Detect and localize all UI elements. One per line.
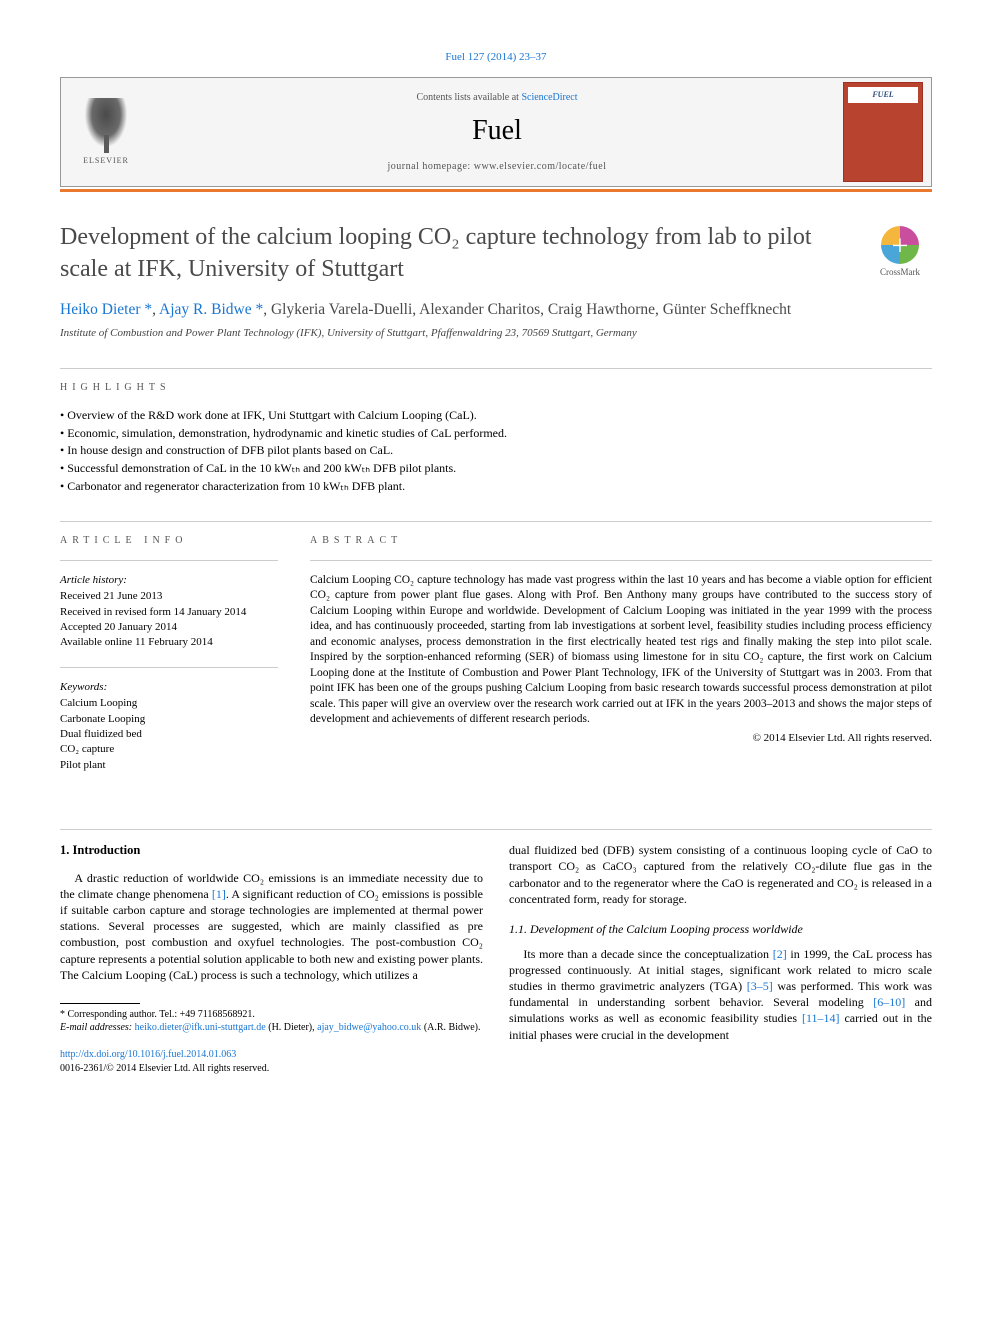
publisher-label: ELSEVIER — [83, 155, 129, 166]
article-history: Article history: Received 21 June 2013 R… — [60, 573, 278, 651]
corresponding-star-1: * — [140, 301, 152, 318]
history-line: Received in revised form 14 January 2014 — [60, 605, 278, 620]
history-line: Received 21 June 2013 — [60, 589, 278, 604]
sciencedirect-link[interactable]: ScienceDirect — [521, 92, 577, 103]
keyword: Dual fluidized bed — [60, 727, 278, 742]
keyword: Calcium Looping — [60, 696, 278, 711]
ref-link-11-14[interactable]: [11–14] — [802, 1011, 840, 1025]
doi-link[interactable]: http://dx.doi.org/10.1016/j.fuel.2014.01… — [60, 1049, 236, 1060]
ref-link-3-5[interactable]: [3–5] — [747, 979, 773, 993]
email-link-1[interactable]: heiko.dieter@ifk.uni-stuttgart.de — [135, 1022, 266, 1033]
author-link-1[interactable]: Heiko Dieter — [60, 301, 140, 318]
email-who-1: (H. Dieter), — [266, 1022, 317, 1033]
subsection-heading: 1.1. Development of the Calcium Looping … — [509, 921, 932, 938]
corresponding-footnote: * Corresponding author. Tel.: +49 711685… — [60, 1008, 483, 1021]
crossmark-label: CrossMark — [880, 266, 920, 279]
contents-prefix: Contents lists available at — [416, 92, 521, 103]
divider — [60, 560, 278, 561]
divider — [310, 560, 932, 561]
journal-name: Fuel — [151, 111, 843, 150]
author-rest: , Glykeria Varela-Duelli, Alexander Char… — [263, 301, 791, 318]
issn-copyright: 0016-2361/© 2014 Elsevier Ltd. All right… — [60, 1062, 483, 1076]
highlight-item: Successful demonstration of CaL in the 1… — [60, 460, 932, 477]
ref-link-1[interactable]: [1] — [212, 887, 226, 901]
journal-homepage: journal homepage: www.elsevier.com/locat… — [151, 160, 843, 174]
corresponding-star-2: * — [252, 301, 264, 318]
keyword: Pilot plant — [60, 758, 278, 773]
highlights-list: Overview of the R&D work done at IFK, Un… — [60, 407, 932, 495]
divider — [60, 368, 932, 369]
divider — [60, 829, 932, 830]
ref-link-6-10[interactable]: [6–10] — [873, 995, 905, 1009]
article-title: Development of the calcium looping CO₂ c… — [60, 222, 848, 284]
crossmark-badge[interactable]: CrossMark — [868, 226, 932, 279]
accent-bar — [60, 189, 932, 192]
citation[interactable]: Fuel 127 (2014) 23–37 — [60, 50, 932, 65]
publisher-logo[interactable]: ELSEVIER — [61, 78, 151, 186]
cover-label: FUEL — [844, 89, 922, 100]
email-link-2[interactable]: ajay_bidwe@yahoo.co.uk — [317, 1022, 421, 1033]
body-paragraph: dual fluidized bed (DFB) system consisti… — [509, 842, 932, 907]
journal-header: ELSEVIER Contents lists available at Sci… — [60, 77, 932, 187]
body-text: . A significant reduction of CO₂ emissio… — [60, 887, 483, 982]
highlight-item: In house design and construction of DFB … — [60, 442, 932, 459]
keywords-block: Keywords: Calcium Looping Carbonate Loop… — [60, 680, 278, 773]
homepage-url[interactable]: www.elsevier.com/locate/fuel — [474, 161, 607, 172]
contents-list-line: Contents lists available at ScienceDirec… — [151, 91, 843, 105]
ref-link-2[interactable]: [2] — [773, 947, 787, 961]
author-link-2[interactable]: Ajay R. Bidwe — [159, 301, 252, 318]
abstract-text: Calcium Looping CO₂ capture technology h… — [310, 573, 932, 728]
abstract-label: ABSTRACT — [310, 534, 932, 548]
crossmark-icon — [881, 226, 919, 264]
divider — [60, 667, 278, 668]
section-heading-intro: 1. Introduction — [60, 842, 483, 860]
history-line: Available online 11 February 2014 — [60, 635, 278, 650]
footnote-separator — [60, 1003, 140, 1004]
history-line: Accepted 20 January 2014 — [60, 620, 278, 635]
highlight-item: Carbonator and regenerator characterizat… — [60, 478, 932, 495]
author-sep: , — [152, 301, 159, 318]
highlight-item: Overview of the R&D work done at IFK, Un… — [60, 407, 932, 424]
body-paragraph: Its more than a decade since the concept… — [509, 946, 932, 1043]
elsevier-tree-icon — [81, 98, 131, 153]
abstract-copyright: © 2014 Elsevier Ltd. All rights reserved… — [310, 731, 932, 746]
doi-block: http://dx.doi.org/10.1016/j.fuel.2014.01… — [60, 1048, 483, 1076]
history-label: Article history: — [60, 573, 278, 588]
highlight-item: Economic, simulation, demonstration, hyd… — [60, 425, 932, 442]
homepage-prefix: journal homepage: — [388, 161, 474, 172]
keyword: Carbonate Looping — [60, 712, 278, 727]
author-list: Heiko Dieter *, Ajay R. Bidwe *, Glykeri… — [60, 299, 932, 321]
journal-cover-thumbnail[interactable]: FUEL — [843, 82, 923, 182]
body-text: Its more than a decade since the concept… — [523, 947, 772, 961]
article-info-label: ARTICLE INFO — [60, 534, 278, 548]
email-label: E-mail addresses: — [60, 1022, 135, 1033]
affiliation: Institute of Combustion and Power Plant … — [60, 326, 932, 341]
highlights-label: HIGHLIGHTS — [60, 381, 932, 395]
keyword: CO₂ capture — [60, 742, 278, 757]
email-footnote: E-mail addresses: heiko.dieter@ifk.uni-s… — [60, 1021, 483, 1034]
email-who-2: (A.R. Bidwe). — [421, 1022, 480, 1033]
divider — [60, 521, 932, 522]
keywords-label: Keywords: — [60, 680, 278, 695]
body-paragraph: A drastic reduction of worldwide CO₂ emi… — [60, 870, 483, 983]
